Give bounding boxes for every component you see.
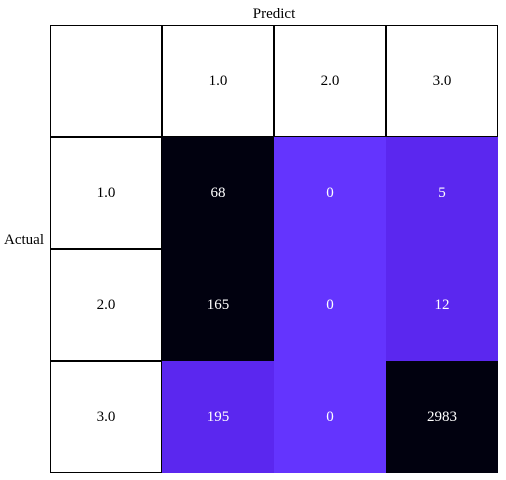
heatmap-cell: 0 — [274, 137, 386, 249]
heatmap-cell: 12 — [386, 249, 498, 361]
x-tick-label: 1.0 — [162, 25, 274, 137]
y-axis-label: Actual — [4, 232, 44, 248]
x-tick-label: 3.0 — [386, 25, 498, 137]
heatmap-cell: 165 — [162, 249, 274, 361]
heatmap-cell: 0 — [274, 361, 386, 473]
x-tick-label: 2.0 — [274, 25, 386, 137]
y-tick-label: 3.0 — [50, 361, 162, 473]
heatmap-cell: 2983 — [386, 361, 498, 473]
heatmap-cell: 195 — [162, 361, 274, 473]
y-tick-label: 2.0 — [50, 249, 162, 361]
corner-cell — [50, 25, 162, 137]
heatmap-cell: 5 — [386, 137, 498, 249]
x-axis-label: Predict — [252, 6, 296, 22]
heatmap-cell: 0 — [274, 249, 386, 361]
y-tick-label: 1.0 — [50, 137, 162, 249]
heatmap-cell: 68 — [162, 137, 274, 249]
confusion-matrix: 1.0 2.0 3.0 1.0 2.0 3.0 68 0 5 165 0 12 195 0 2983 — [50, 25, 498, 473]
